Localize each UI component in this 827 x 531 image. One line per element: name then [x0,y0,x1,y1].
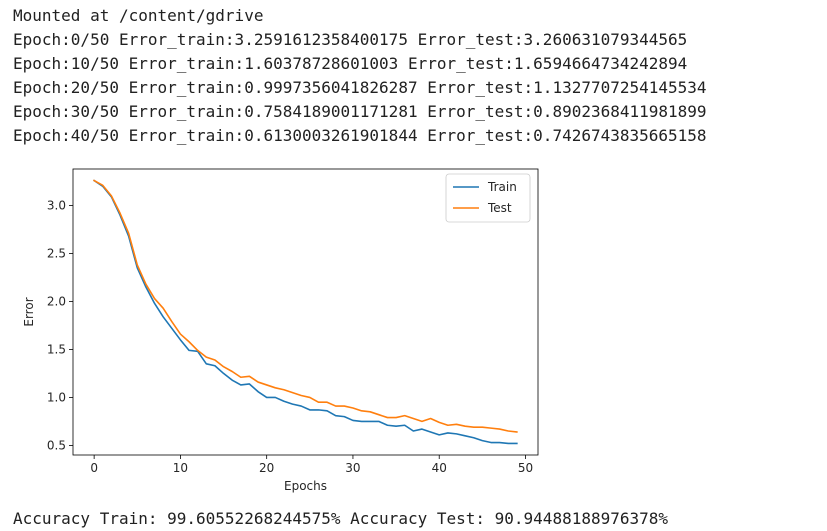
mount-message: Mounted at /content/gdrive [13,6,264,25]
plot-frame [72,168,539,456]
error-chart-svg: 0 10 20 30 40 50 0.5 1.0 1.5 2.0 2.5 3.0 Epochs Error… [22,168,539,493]
accuracy-output: Accuracy Train: 99.60552268244575% Accur… [13,509,669,528]
y-tick-label: 2.5 [47,246,66,260]
legend-label-test: Test [487,201,512,215]
x-tick-label: 30 [345,461,360,475]
epoch-log-line: Epoch:30/50 Error_train:0.75841890011712… [13,102,707,121]
y-tick-label: 1.0 [47,390,66,404]
legend-label-train: Train [487,180,517,194]
epoch-log-line: Epoch:20/50 Error_train:0.99973560418262… [13,78,707,97]
y-tick-label: 3.0 [47,198,66,212]
x-tick-label: 50 [518,461,533,475]
epoch-log-line: Epoch:10/50 Error_train:1.60378728601003… [13,54,688,73]
error-chart: 0 10 20 30 40 50 0.5 1.0 1.5 2.0 2.5 3.0 Epochs Error… [0,158,560,508]
legend-box [445,173,531,223]
epoch-log-line: Epoch:0/50 Error_train:3.259161235840017… [13,30,688,49]
epoch-log-line: Epoch:40/50 Error_train:0.61300032619018… [13,126,707,145]
y-tick-label: 1.5 [47,342,66,356]
x-tick-label: 40 [432,461,447,475]
series-line-test [93,179,518,433]
cell-output-log: Mounted at /content/gdrive Epoch:0/50 Err… [13,4,707,148]
y-tick-label: 0.5 [47,438,66,452]
x-tick-label: 10 [173,461,188,475]
x-tick-label: 20 [259,461,274,475]
y-axis-label: Error [22,297,36,326]
x-axis-label: Epochs [284,479,327,493]
series-line-train [93,179,518,445]
y-tick-label: 2.0 [47,294,66,308]
x-tick-label: 0 [90,461,98,475]
